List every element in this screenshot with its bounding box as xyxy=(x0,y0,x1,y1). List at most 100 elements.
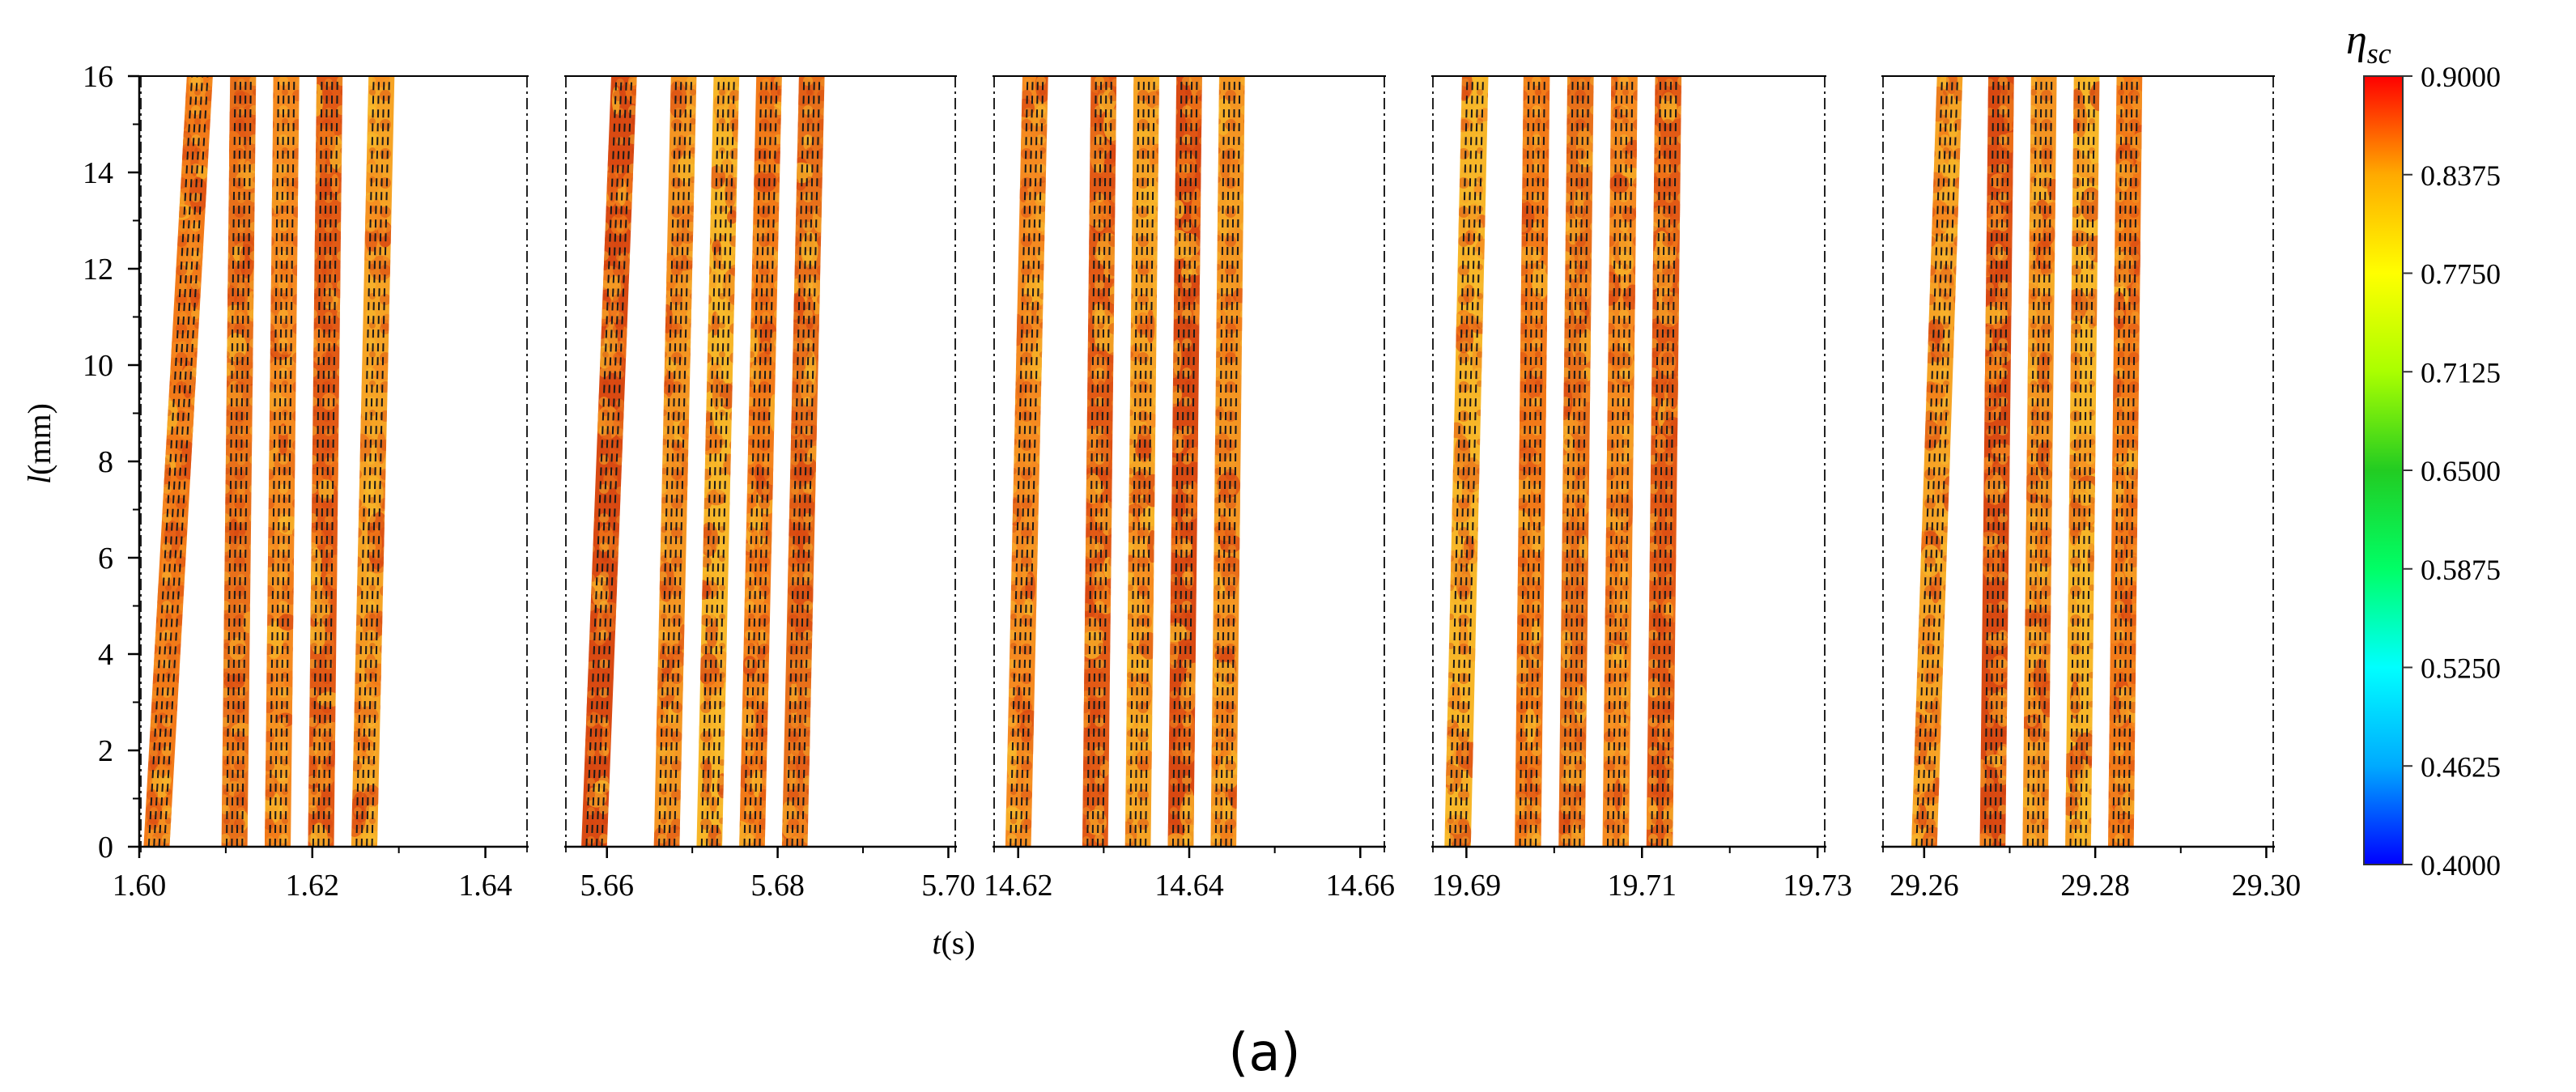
strip-mottle xyxy=(2022,76,2057,847)
strip-dashed-line xyxy=(1562,75,1574,848)
strip-dashed-line xyxy=(1025,75,1044,848)
panel-1: 1.60 1.62 1.64 xyxy=(113,75,529,903)
strip-dashed-line xyxy=(711,75,730,848)
strip-dashed-line xyxy=(791,75,810,848)
strip-dashed-line xyxy=(2122,75,2133,848)
contour-strip xyxy=(1911,75,1963,848)
strip-dashed-line xyxy=(1010,75,1029,848)
strip-dashed-line xyxy=(1568,75,1579,848)
x-tick-label: 5.70 xyxy=(921,869,976,903)
strip-dashed-line xyxy=(2026,75,2038,848)
strip-texture xyxy=(1124,76,1160,847)
strip-dashed-line xyxy=(366,75,385,848)
contour-strip xyxy=(1210,75,1245,848)
x-axis-title-unit: (s) xyxy=(941,924,975,961)
strip-dashed-line xyxy=(1535,75,1545,848)
strip-dashed-line xyxy=(1989,75,2000,848)
colorbar-tick-label: 0.8375 xyxy=(2421,159,2501,192)
strip-dashed-line xyxy=(2128,75,2138,848)
strip-mottle xyxy=(1210,76,1245,847)
colorbar-tick-label: 0.7750 xyxy=(2421,258,2501,291)
strip-dashed-line xyxy=(1931,75,1959,848)
panel-3: 14.62 14.64 14.66 xyxy=(984,75,1395,903)
strip-dashed-line xyxy=(1606,75,1617,848)
y-axis: 0 2 4 6 8 10 12 14 16 xyxy=(83,60,141,865)
x-axis-title-var: t xyxy=(932,924,942,961)
panel-2: 5.66 5.68 5.70 xyxy=(564,75,976,903)
strip-dashed-line xyxy=(1019,75,1039,848)
strip-dashed-line xyxy=(322,75,334,848)
y-tick-label: 12 xyxy=(83,253,113,287)
colorbar-tick-label: 0.5875 xyxy=(2421,554,2501,586)
strip-mottle xyxy=(2065,76,2100,847)
panels-layer: 1.60 1.62 1.64 5.66 5.68 5.70 14.62 14.64 14.66 1… xyxy=(113,75,2301,903)
colorbar-tick-label: 0.5250 xyxy=(2421,652,2501,685)
strip-dashed-line xyxy=(2074,75,2085,848)
x-tick-label: 1.60 xyxy=(113,869,167,903)
y-tick-label: 2 xyxy=(98,734,113,768)
x-tick-label: 19.73 xyxy=(1783,869,1852,903)
strip-dashed-line xyxy=(1925,75,1953,848)
strip-dashed-line xyxy=(674,75,693,848)
strip-dashed-line xyxy=(1220,75,1231,848)
strip-mottle xyxy=(653,76,697,847)
strip-mottle xyxy=(1646,76,1682,847)
contour-strip xyxy=(1444,75,1489,848)
strip-dashed-line xyxy=(1622,75,1634,848)
strip-dashed-line xyxy=(241,75,252,848)
strip-dashed-line xyxy=(1617,75,1628,848)
colorbar-tick-label: 0.7125 xyxy=(2421,356,2501,389)
contour-strip xyxy=(221,75,257,848)
strip-texture xyxy=(1210,76,1245,847)
strip-texture xyxy=(351,76,395,847)
x-tick-label: 5.68 xyxy=(750,869,805,903)
strip-dashed-line xyxy=(1666,75,1677,848)
contour-strip xyxy=(653,75,697,848)
contour-strip xyxy=(1646,75,1682,848)
strip-dashed-line xyxy=(590,75,623,848)
strip-dashed-line xyxy=(1096,75,1107,848)
colorbar-title-subscript: sc xyxy=(2367,37,2391,70)
contour-strip xyxy=(1558,75,1594,848)
strip-dashed-line xyxy=(2069,75,2081,848)
strip-dashed-line xyxy=(1171,75,1183,848)
strip-dashed-line xyxy=(2042,75,2053,848)
strip-dashed-line xyxy=(1983,75,1995,848)
strip-texture xyxy=(1082,76,1117,847)
contour-strip xyxy=(1005,75,1048,848)
strip-mottle xyxy=(2107,76,2143,847)
y-tick-label: 16 xyxy=(83,60,113,94)
x-tick-label: 19.69 xyxy=(1432,869,1502,903)
strip-texture xyxy=(781,76,825,847)
strip-mottle xyxy=(308,76,343,847)
x-tick-label: 5.66 xyxy=(580,869,634,903)
contour-strip xyxy=(264,75,300,848)
strip-dashed-line xyxy=(585,75,618,848)
contour-strip xyxy=(739,75,782,848)
strip-mottle xyxy=(1444,76,1489,847)
strip-dashed-line xyxy=(1656,75,1667,848)
strip-dashed-line xyxy=(1579,75,1590,848)
strip-texture xyxy=(143,76,213,847)
strip-texture xyxy=(2065,76,2100,847)
contour-strip xyxy=(1515,75,1550,848)
strip-mottle xyxy=(1515,76,1550,847)
contour-strip xyxy=(781,75,825,848)
strip-dashed-line xyxy=(1464,75,1484,848)
strip-dashed-line xyxy=(360,75,380,848)
strip-dashed-line xyxy=(706,75,725,848)
strip-dashed-line xyxy=(759,75,778,848)
panel-4: 19.69 19.71 19.73 xyxy=(1431,75,1852,903)
strip-dashed-line xyxy=(147,75,193,848)
strip-dashed-line xyxy=(1459,75,1479,848)
contour-strip xyxy=(1979,75,2014,848)
strip-mottle xyxy=(781,76,825,847)
strip-dashed-line xyxy=(2032,75,2043,848)
colorbar-tick-label: 0.4000 xyxy=(2421,849,2501,882)
x-tick-label: 29.26 xyxy=(1889,869,1959,903)
strip-dashed-line xyxy=(2080,75,2090,848)
strip-dashed-line xyxy=(1519,75,1530,848)
strip-dashed-line xyxy=(1573,75,1584,848)
strip-dashed-line xyxy=(1915,75,1944,848)
